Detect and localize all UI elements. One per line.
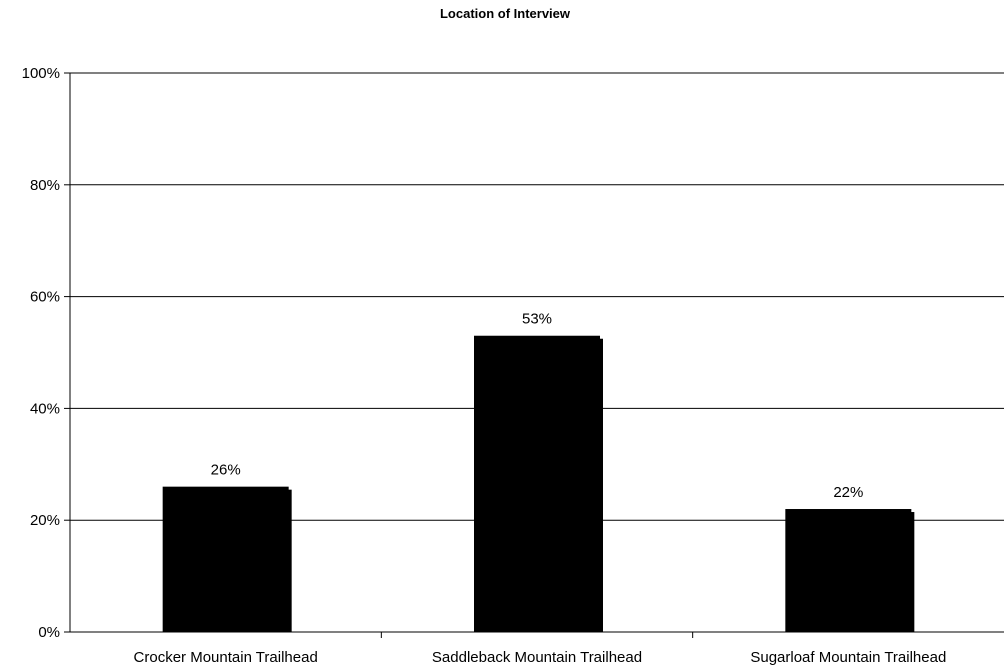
bars bbox=[162, 335, 915, 632]
x-category-label: Saddleback Mountain Trailhead bbox=[432, 649, 642, 666]
y-tick-label: 80% bbox=[30, 177, 60, 194]
y-tick-label: 100% bbox=[22, 65, 60, 82]
x-category-label: Crocker Mountain Trailhead bbox=[134, 649, 318, 666]
x-category-label: Sugarloaf Mountain Trailhead bbox=[750, 649, 946, 666]
bar bbox=[474, 335, 600, 632]
y-tick-label: 20% bbox=[30, 512, 60, 529]
labels: 0% 20% 40% 60% 80% 100% 26% Crocker Mountain Tr… bbox=[22, 65, 947, 666]
data-label: 26% bbox=[211, 462, 241, 479]
axes bbox=[64, 72, 1004, 638]
chart-title: Location of Interview bbox=[440, 6, 571, 21]
y-tick-label: 60% bbox=[30, 289, 60, 306]
y-tick-label: 40% bbox=[30, 400, 60, 417]
data-label: 22% bbox=[833, 484, 863, 501]
y-tick-label: 0% bbox=[38, 624, 60, 641]
bar bbox=[785, 509, 912, 632]
bar bbox=[162, 486, 289, 632]
data-label: 53% bbox=[522, 311, 552, 328]
